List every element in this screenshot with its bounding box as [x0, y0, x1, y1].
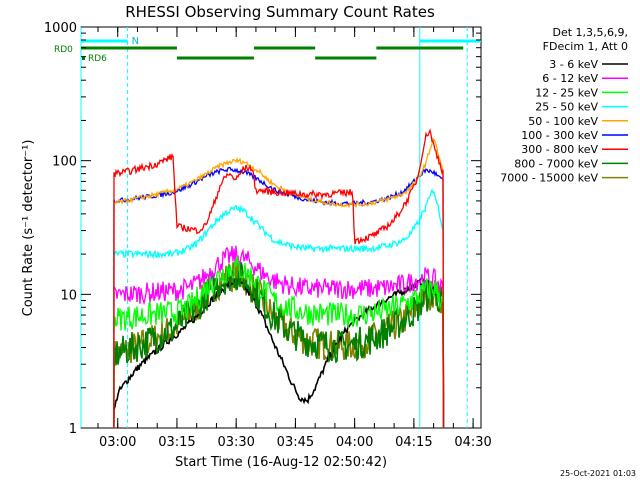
- x-tick-label: 04:15: [395, 435, 432, 450]
- y-tick-label: 1: [69, 422, 77, 437]
- legend-entry-label: 7000 - 15000 keV: [500, 172, 598, 185]
- series-line-3: [113, 188, 445, 429]
- series-layer: [113, 128, 445, 429]
- legend-header-line-1: Det 1,3,5,6,9,: [552, 26, 628, 39]
- y-tick-label: 10: [60, 288, 77, 303]
- y-axis-label: Count Rate (s⁻¹ detector⁻¹): [21, 140, 36, 317]
- legend: Det 1,3,5,6,9, FDecim 1, Att 0 3 - 6 keV…: [500, 26, 628, 185]
- series-line-7: [113, 261, 445, 429]
- series-line-4: [113, 137, 445, 429]
- x-axis-label: Start Time (16-Aug-12 02:50:42): [175, 455, 387, 470]
- y-tick-label: 100: [52, 155, 77, 170]
- legend-entry-label: 50 - 100 keV: [528, 115, 598, 128]
- series-line-6: [113, 128, 445, 429]
- x-tick-label: 04:30: [454, 435, 491, 450]
- x-axis: 03:00 03:15 03:30 03:45 04:00 04:15 04:30: [97, 27, 492, 450]
- legend-entry-label: 6 - 12 keV: [542, 72, 598, 85]
- x-tick-label: 03:15: [158, 435, 195, 450]
- generation-timestamp: 25-Oct-2021 01:03: [560, 469, 636, 478]
- rd6-flag-label: RD6: [88, 54, 107, 64]
- legend-entry-label: 25 - 50 keV: [535, 101, 598, 114]
- legend-entry-label: 3 - 6 keV: [549, 58, 598, 71]
- legend-entry-label: 100 - 300 keV: [521, 129, 598, 142]
- series-line-0: [113, 277, 445, 429]
- x-tick-label: 03:45: [277, 435, 314, 450]
- legend-header-line-2: FDecim 1, Att 0: [543, 40, 628, 53]
- series-line-5: [113, 166, 445, 429]
- plot-frame: [80, 26, 482, 429]
- legend-entry-label: 12 - 25 keV: [535, 86, 598, 99]
- rd6-flag-marker: [82, 57, 85, 60]
- x-tick-label: 03:00: [99, 435, 136, 450]
- x-tick-label: 04:00: [336, 435, 373, 450]
- night-flag-label: N: [132, 36, 139, 47]
- series-line-1: [113, 245, 445, 429]
- series-line-2: [113, 256, 445, 429]
- x-tick-label: 03:30: [217, 435, 254, 450]
- legend-entry-label: 300 - 800 keV: [521, 143, 598, 156]
- plot-area: N RD0 RD6 03:00 03:15 03:30 03:45 04:00 04:15 04…: [44, 21, 492, 450]
- y-tick-label: 1000: [44, 21, 77, 36]
- chart-title: RHESSI Observing Summary Count Rates: [125, 3, 435, 21]
- legend-entry-label: 800 - 7000 keV: [514, 157, 598, 170]
- y-axis: 1 10 100 1000: [44, 21, 481, 437]
- rd0-flag-label: RD0: [54, 45, 73, 55]
- observing-flags: N RD0 RD6: [54, 27, 481, 428]
